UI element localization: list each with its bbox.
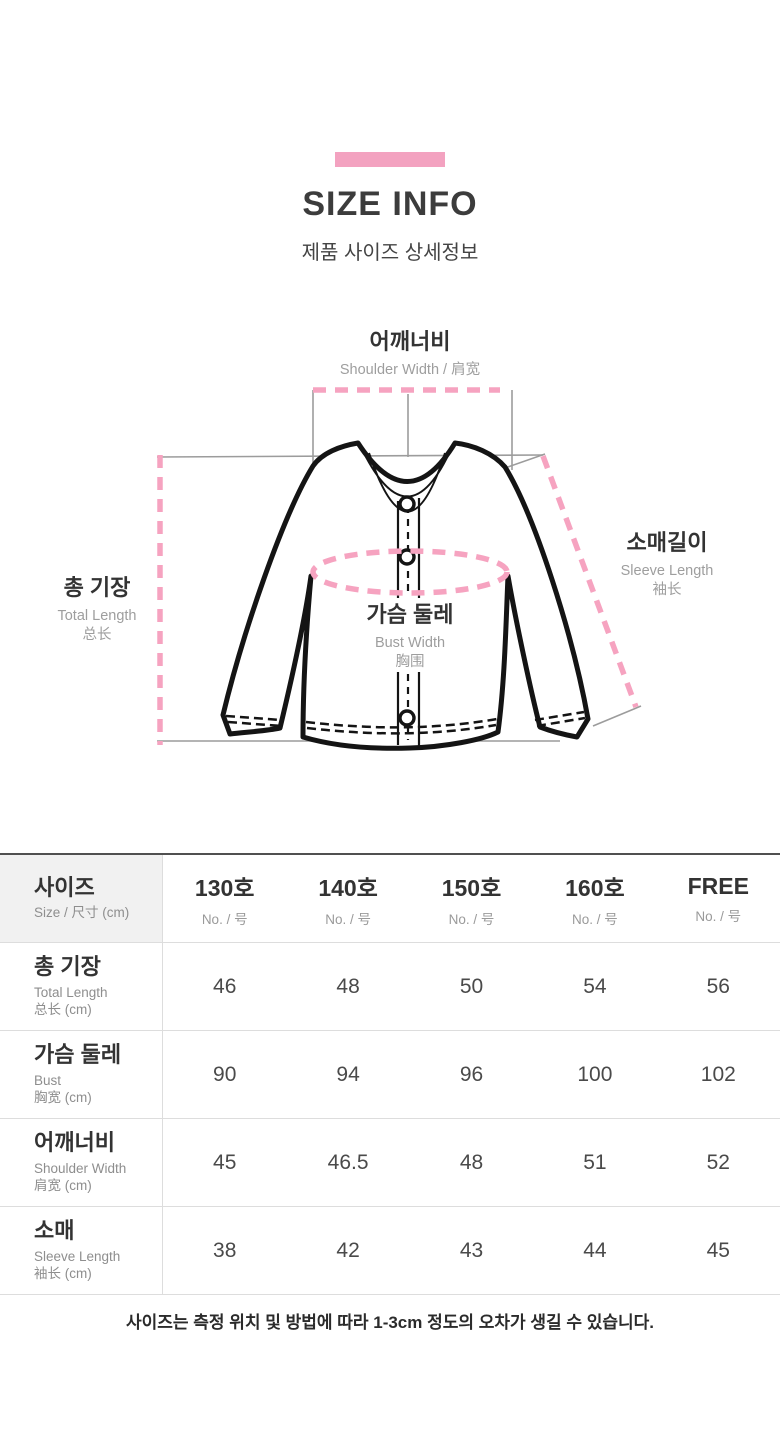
cell-value: 46 xyxy=(213,974,237,998)
cell-value: 50 xyxy=(459,974,484,998)
cell-value: 102 xyxy=(700,1062,736,1086)
row-label: 가슴 둘레 Bust 胸宽 (cm) xyxy=(0,1031,163,1118)
column-header-140: 140호 No. / 号 xyxy=(318,875,378,927)
garment-measurement-diagram: 어깨너비 Shoulder Width / 肩宽 총 기장 Total Leng… xyxy=(0,320,780,800)
cell-value: 45 xyxy=(706,1238,730,1262)
cell-value: 56 xyxy=(706,974,730,998)
cell-value: 44 xyxy=(583,1238,607,1262)
cell-value: 54 xyxy=(583,974,607,998)
table-row-bust: 가슴 둘레 Bust 胸宽 (cm) 90 94 96 100 102 xyxy=(0,1030,780,1118)
page-title: SIZE INFO xyxy=(302,185,478,223)
column-header-130: 130호 No. / 号 xyxy=(194,875,255,927)
measurement-lines xyxy=(157,387,639,745)
cell-value: 48 xyxy=(459,1150,484,1174)
cell-value: 45 xyxy=(213,1150,237,1174)
column-header-160: 160호 No. / 号 xyxy=(565,875,625,927)
cell-value: 90 xyxy=(213,1062,237,1086)
cell-value: 94 xyxy=(336,1062,360,1086)
shoulder-width-label: 어깨너비 Shoulder Width / 肩宽 xyxy=(339,329,481,378)
page-subtitle: 제품 사이즈 상세정보 xyxy=(301,242,479,264)
sleeve-length-label: 소매길이 Sleeve Length 袖长 xyxy=(620,530,714,598)
size-tolerance-note: 사이즈는 측정 위치 및 방법에 따라 1-3cm 정도의 오차가 생길 수 있… xyxy=(125,1313,655,1332)
cell-value: 96 xyxy=(459,1062,484,1086)
bust-width-label: 가슴 둘레 Bust Width 胸围 xyxy=(366,602,454,670)
bust-width-line xyxy=(310,548,510,596)
cell-value: 43 xyxy=(459,1238,484,1262)
cell-value: 42 xyxy=(336,1238,360,1262)
cell-value: 100 xyxy=(577,1062,613,1086)
table-row-sleeve: 소매 Sleeve Length 袖长 (cm) 38 42 43 44 45 xyxy=(0,1206,780,1294)
row-label: 총 기장 Total Length 总长 (cm) xyxy=(0,943,163,1030)
table-row-shoulder: 어깨너비 Shoulder Width 肩宽 (cm) 45 46.5 48 5… xyxy=(0,1118,780,1206)
size-table-header-row: 사이즈 Size / 尺寸 (cm) 130호 No. / 号 140호 No.… xyxy=(0,855,780,942)
table-row-total-length: 총 기장 Total Length 总长 (cm) 46 48 50 54 56 xyxy=(0,942,780,1030)
row-label: 소매 Sleeve Length 袖长 (cm) xyxy=(0,1207,163,1294)
size-table-header-first-cell: 사이즈 Size / 尺寸 (cm) xyxy=(0,855,163,942)
cell-value: 46.5 xyxy=(327,1150,369,1174)
section-header: SIZE INFO 제품 사이즈 상세정보 xyxy=(0,0,780,265)
hem-stitching xyxy=(225,710,586,735)
garment-illustration xyxy=(156,387,642,751)
sleeve-length-line xyxy=(540,455,639,708)
cell-value: 48 xyxy=(336,974,360,998)
cardigan-outline xyxy=(220,440,591,751)
accent-bar xyxy=(335,152,445,167)
buttons xyxy=(398,495,416,727)
total-length-label: 총 기장 Total Length 总长 xyxy=(57,575,137,643)
row-label: 어깨너비 Shoulder Width 肩宽 (cm) xyxy=(0,1119,163,1206)
size-table: 사이즈 Size / 尺寸 (cm) 130호 No. / 号 140호 No.… xyxy=(0,853,780,1295)
column-header-free: FREE No. / 号 xyxy=(687,872,749,924)
column-header-150: 150호 No. / 号 xyxy=(441,875,502,927)
cell-value: 51 xyxy=(583,1150,607,1174)
cell-value: 38 xyxy=(213,1238,237,1262)
cell-value: 52 xyxy=(706,1150,730,1174)
